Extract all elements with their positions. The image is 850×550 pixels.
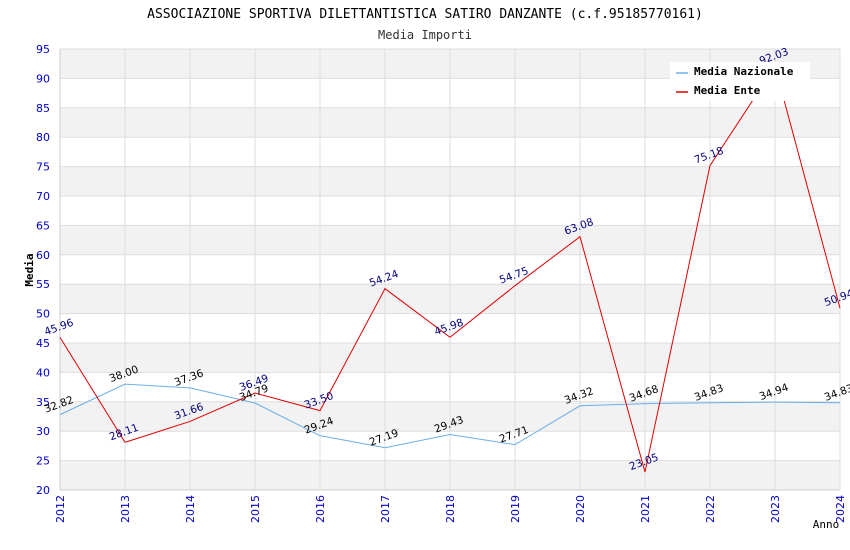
legend: Media Nazionale Media Ente (670, 62, 810, 101)
x-axis-label: Anno (813, 518, 840, 531)
chart-subtitle: Media Importi (378, 28, 472, 42)
y-tick-labels: 20 25 30 35 40 45 50 55 60 65 70 75 80 85 90 95 (36, 43, 50, 497)
x-tick-labels: 2012 2013 2014 2015 2016 2017 2018 2019 2020 2021… (54, 495, 847, 523)
legend-box (670, 62, 810, 101)
x-tick-label: 2016 (314, 495, 327, 523)
y-tick-label: 60 (36, 249, 50, 262)
data-label-media-ente: 54.75 (498, 265, 530, 287)
x-tick-label: 2024 (834, 495, 847, 523)
data-label-media-ente: 45.98 (433, 317, 465, 339)
y-tick-label: 45 (36, 337, 50, 350)
x-tick-label: 2012 (54, 495, 67, 523)
y-tick-label: 40 (36, 366, 50, 379)
y-tick-label: 90 (36, 72, 50, 85)
y-tick-label: 50 (36, 308, 50, 321)
y-tick-label: 20 (36, 484, 50, 497)
y-tick-label: 65 (36, 219, 50, 232)
series-line-media-ente (59, 65, 841, 473)
x-tick-label: 2022 (704, 495, 717, 523)
y-tick-label: 75 (36, 161, 50, 174)
y-tick-label: 25 (36, 455, 50, 468)
x-tick-label: 2013 (119, 495, 132, 523)
y-tick-label: 95 (36, 43, 50, 56)
series-lines (59, 65, 841, 473)
y-tick-label: 30 (36, 425, 50, 438)
x-tick-label: 2017 (379, 495, 392, 523)
x-tick-label: 2021 (639, 495, 652, 523)
legend-label-media-nazionale: Media Nazionale (694, 65, 794, 78)
x-tick-label: 2018 (444, 495, 457, 523)
y-tick-label: 70 (36, 190, 50, 203)
legend-label-media-ente: Media Ente (694, 84, 761, 97)
x-tick-label: 2015 (249, 495, 262, 523)
x-tick-label: 2023 (769, 495, 782, 523)
y-tick-label: 55 (36, 278, 50, 291)
y-tick-label: 85 (36, 102, 50, 115)
data-label-media-nazionale: 34.83 (693, 382, 725, 404)
x-tick-label: 2019 (509, 495, 522, 523)
chart-title: ASSOCIAZIONE SPORTIVA DILETTANTISTICA SA… (147, 7, 703, 22)
y-axis-label: Media (23, 253, 36, 286)
x-tick-label: 2014 (184, 495, 197, 523)
data-label-media-nazionale: 34.94 (758, 381, 791, 403)
y-tick-label: 80 (36, 131, 50, 144)
y-tick-label: 35 (36, 396, 50, 409)
data-label-media-ente: 75.18 (693, 145, 725, 167)
data-label-media-nazionale: 34.83 (823, 382, 850, 404)
series-line-media-nazionale (59, 383, 841, 449)
x-tick-label: 2020 (574, 495, 587, 523)
